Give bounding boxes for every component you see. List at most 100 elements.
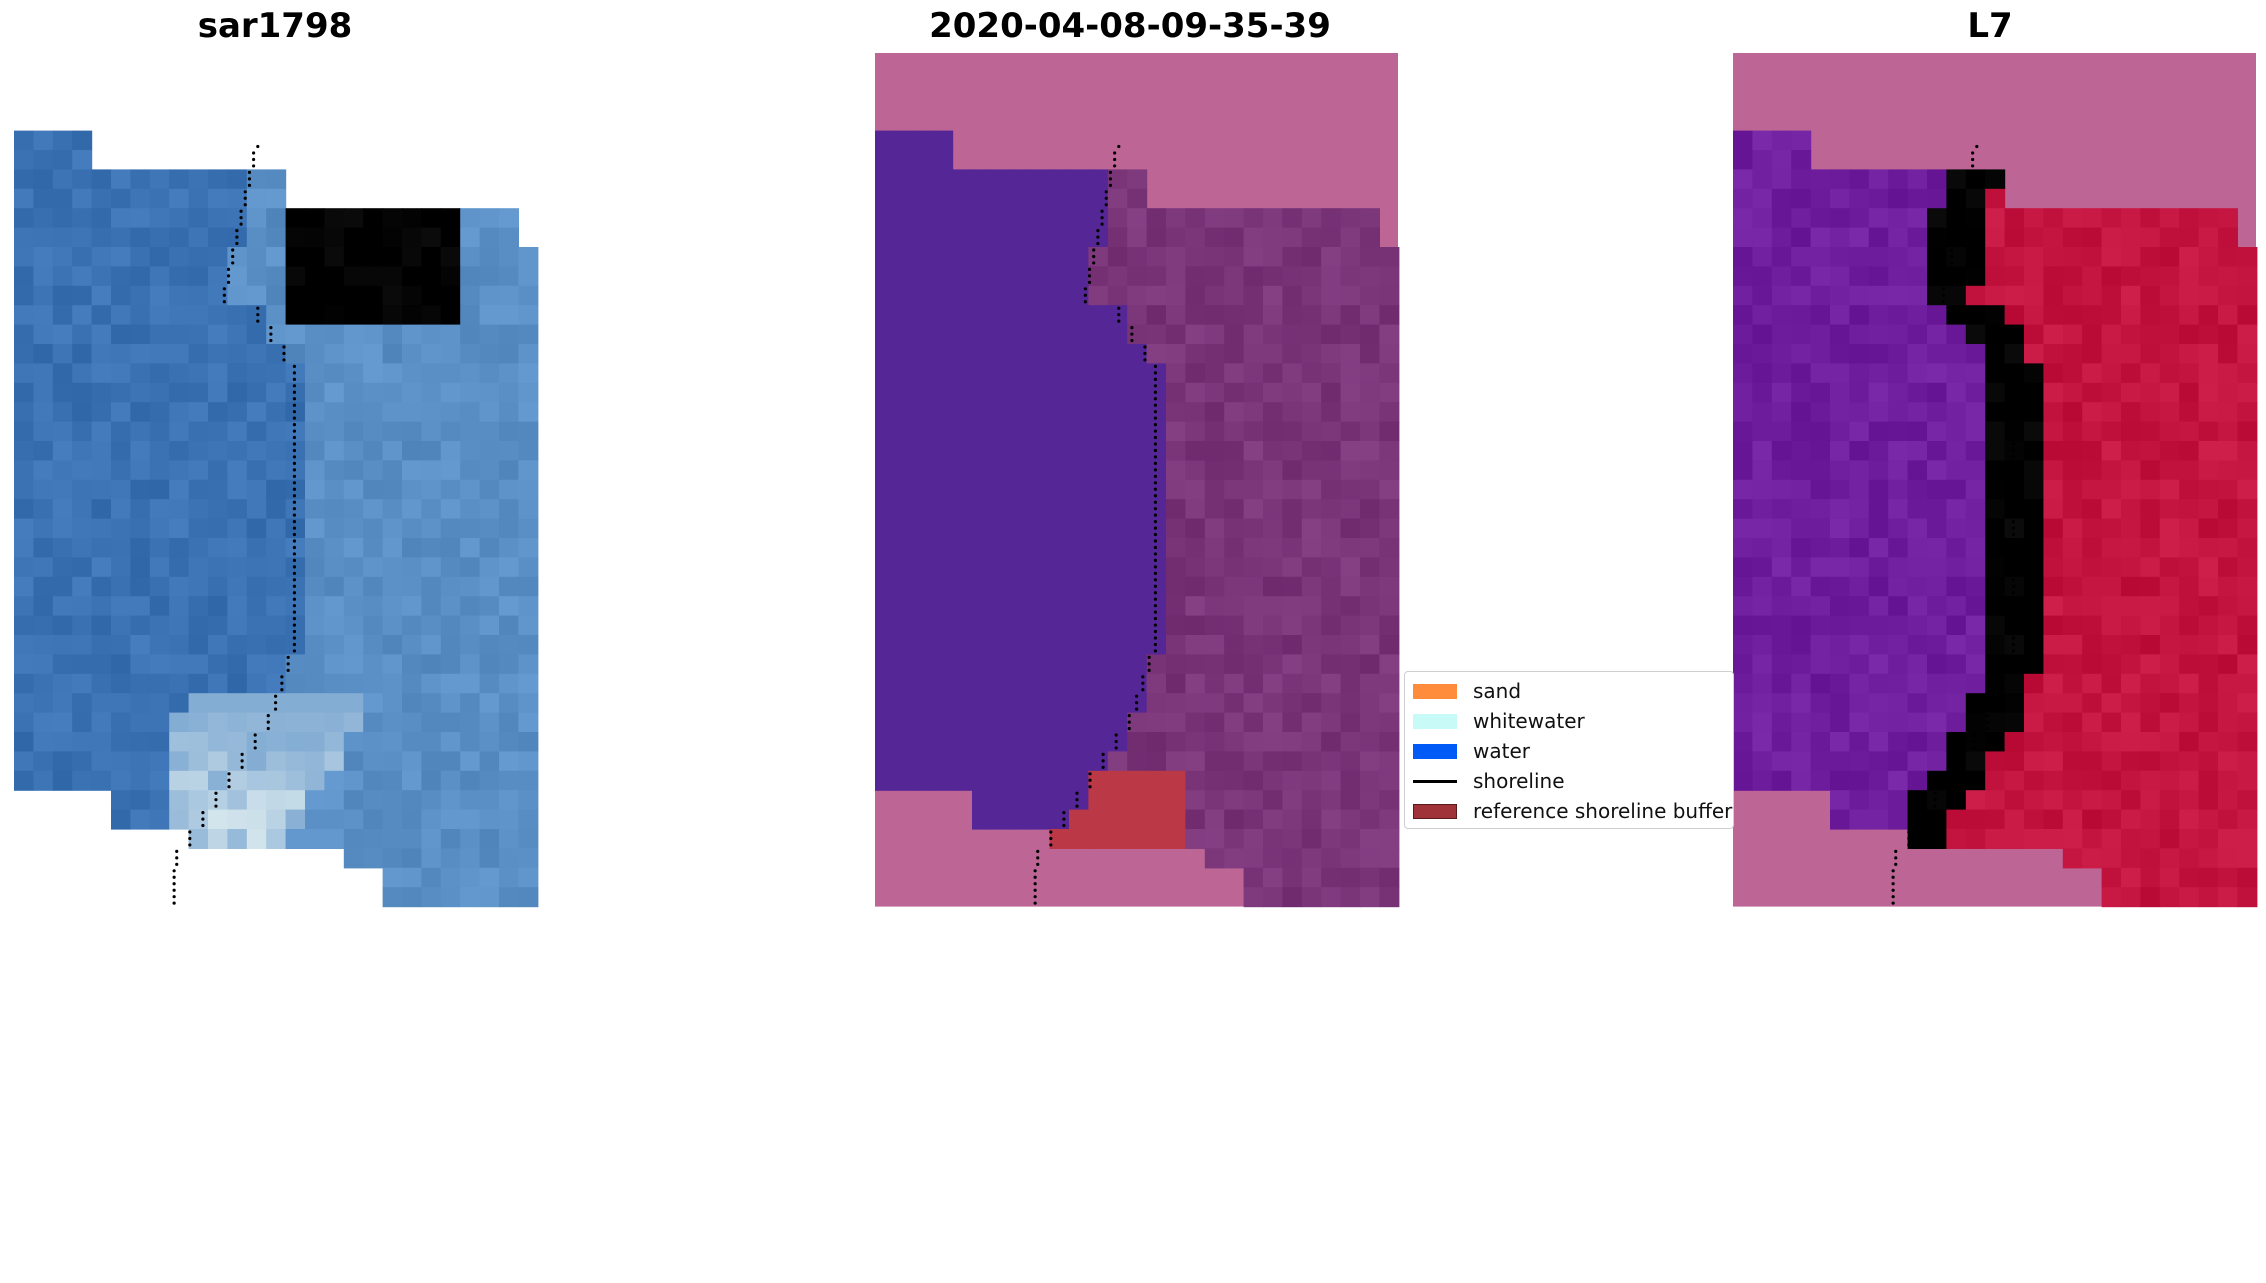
shoreline-point	[1153, 468, 1158, 472]
legend-item-buffer: reference shoreline buffer	[1413, 796, 1732, 826]
shoreline-point	[188, 843, 192, 847]
shoreline-point	[266, 714, 270, 718]
shoreline-point	[172, 882, 176, 886]
shoreline-point	[1153, 584, 1158, 588]
shoreline-point	[1992, 694, 1997, 698]
shoreline-point	[1153, 500, 1158, 504]
shoreline-point	[1113, 164, 1117, 168]
shoreline-point	[2011, 629, 2016, 634]
shoreline-point	[1985, 720, 1989, 724]
shoreline-point	[2011, 604, 2016, 608]
shoreline-point	[1033, 869, 1037, 873]
shoreline-point	[292, 507, 297, 511]
shoreline-point	[1134, 707, 1139, 711]
shoreline-point	[1101, 759, 1105, 763]
shoreline-point	[247, 170, 252, 174]
shoreline-point	[222, 293, 226, 297]
shoreline-point	[175, 849, 179, 854]
shoreline-point	[239, 222, 243, 226]
shoreline-point	[247, 183, 252, 187]
shoreline-point	[1114, 746, 1118, 750]
shoreline-point	[2011, 623, 2016, 627]
shoreline-point	[1153, 552, 1158, 556]
shoreline-point	[292, 591, 297, 595]
shoreline-point	[1153, 610, 1158, 614]
legend: sand whitewater water shoreline referenc…	[1404, 671, 1734, 829]
shoreline-point	[1907, 836, 1911, 841]
shoreline-point	[1920, 811, 1924, 815]
shoreline-point	[1092, 254, 1096, 259]
shoreline-point	[1153, 410, 1158, 414]
shoreline-point	[235, 235, 239, 239]
shoreline-point	[1975, 144, 1979, 149]
shoreline-point	[1972, 746, 1976, 750]
shoreline-point	[1959, 759, 1963, 763]
shoreline-point	[1083, 300, 1087, 304]
shoreline-point	[1147, 668, 1151, 672]
shoreline-point	[292, 500, 297, 504]
shoreline-point	[1033, 901, 1037, 905]
shoreline-point	[1114, 733, 1118, 737]
shoreline-point	[1999, 675, 2003, 679]
legend-label: shoreline	[1473, 769, 1565, 793]
shoreline-point	[1153, 435, 1158, 440]
nodata-area	[875, 53, 1398, 907]
shoreline-point	[2011, 507, 2016, 511]
shoreline-point	[1087, 280, 1092, 284]
shoreline-point	[2011, 636, 2016, 640]
shoreline-point	[226, 267, 231, 271]
shoreline-point	[1153, 384, 1158, 388]
shoreline-point	[239, 209, 243, 213]
shoreline-point	[1954, 241, 1958, 246]
shoreline-point	[280, 688, 284, 692]
shoreline-point	[1130, 332, 1134, 336]
shoreline-point	[1100, 222, 1104, 226]
shoreline-point	[282, 358, 286, 362]
shoreline-point	[292, 455, 297, 459]
shoreline-point	[2011, 481, 2016, 485]
shoreline-point	[2011, 416, 2016, 420]
shoreline-point	[1062, 811, 1066, 815]
shoreline-point	[1153, 526, 1158, 530]
shoreline-point	[292, 578, 297, 582]
shoreline-point	[1999, 688, 2003, 692]
shoreline-point	[292, 604, 297, 608]
shoreline-point	[2011, 384, 2016, 388]
shoreline-point	[1954, 235, 1958, 239]
shoreline-point	[1153, 448, 1158, 453]
shoreline-point	[1153, 377, 1158, 381]
shoreline-point	[2011, 591, 2016, 595]
shoreline-point	[1083, 287, 1087, 291]
panel-title-mndwi: L7	[1967, 6, 2013, 46]
shoreline-point	[2011, 565, 2016, 569]
shoreline-point	[1127, 726, 1131, 731]
shoreline-point	[273, 701, 278, 705]
shoreline-point	[292, 584, 297, 588]
shoreline-point	[2011, 435, 2016, 440]
shoreline-point	[292, 571, 297, 575]
shoreline-point	[1985, 714, 1989, 718]
shoreline-point	[1130, 338, 1134, 343]
shoreline-point	[172, 869, 176, 873]
shoreline-point	[1153, 403, 1158, 407]
shoreline-point	[252, 164, 256, 168]
shoreline-point	[1975, 313, 1979, 317]
shoreline-point	[1153, 532, 1158, 537]
shoreline-point	[292, 532, 297, 537]
shoreline-point	[1127, 714, 1131, 718]
shoreline-point	[1147, 655, 1151, 660]
shoreline-point	[231, 254, 235, 259]
shoreline-point	[1153, 636, 1158, 640]
shoreline-point	[1153, 571, 1158, 575]
shoreline-point	[1033, 888, 1037, 892]
shoreline-point	[292, 494, 297, 498]
shoreline-point	[1894, 862, 1898, 866]
shoreline-point	[2011, 584, 2016, 588]
shoreline-point	[1153, 604, 1158, 608]
shoreline-point	[1088, 778, 1092, 782]
shoreline-point	[1975, 319, 1979, 323]
shoreline-point	[292, 416, 297, 420]
shoreline-point	[2011, 532, 2016, 537]
